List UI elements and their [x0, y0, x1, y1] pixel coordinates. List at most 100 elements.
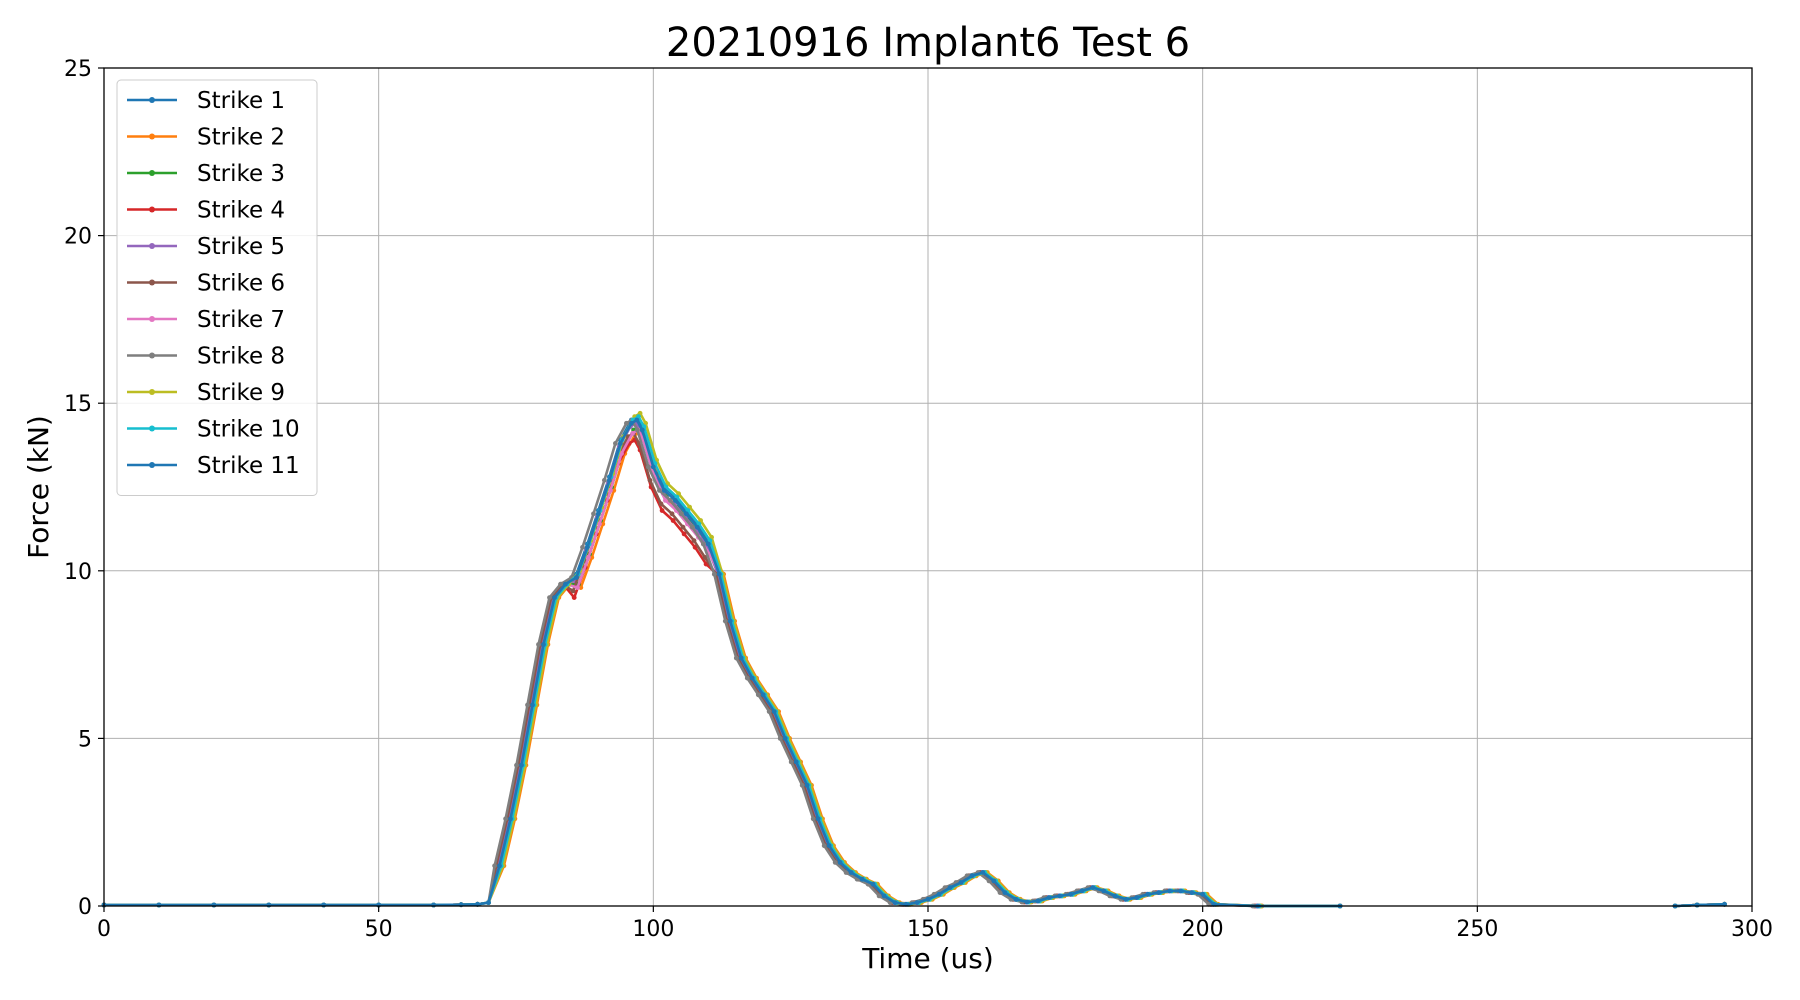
series-8 [101, 417, 1727, 909]
legend-marker [149, 243, 155, 249]
data-point [1057, 893, 1063, 899]
data-point [691, 538, 697, 543]
data-point [266, 902, 272, 908]
data-point [530, 702, 535, 708]
data-point [755, 692, 761, 698]
data-point [634, 417, 640, 423]
data-point [727, 618, 733, 624]
data-point [508, 816, 513, 822]
data-point [486, 900, 491, 905]
data-point [608, 488, 613, 493]
data-point [503, 816, 508, 822]
data-point [1079, 888, 1085, 894]
data-point [969, 873, 975, 879]
data-point [997, 890, 1003, 895]
data-point [211, 902, 217, 908]
data-point [793, 759, 799, 765]
x-tick-label: 100 [632, 917, 674, 942]
data-point [681, 531, 687, 537]
x-axis-label: Time (us) [861, 942, 994, 975]
data-point [1145, 891, 1151, 897]
series-line [104, 425, 1725, 908]
series-line [104, 415, 1725, 908]
data-point [881, 893, 887, 899]
y-tick-label: 5 [78, 727, 92, 752]
data-point [669, 511, 675, 517]
data-point [821, 843, 827, 849]
legend-marker [149, 170, 155, 176]
data-point [683, 511, 689, 517]
data-point [788, 759, 794, 765]
legend-item: Strike 5 [127, 234, 285, 260]
series-line [104, 438, 1725, 908]
legend-marker [149, 133, 155, 140]
data-point [837, 860, 843, 865]
data-point [668, 498, 673, 503]
data-point [991, 878, 997, 884]
data-point [1068, 891, 1074, 897]
data-point [563, 581, 568, 587]
chart-title: 20210916 Implant6 Test 6 [666, 20, 1190, 66]
data-point [738, 655, 744, 661]
data-point [1002, 890, 1008, 895]
data-point [1167, 888, 1173, 894]
legend-marker [149, 462, 155, 468]
data-point [661, 488, 667, 493]
data-point [689, 524, 695, 530]
series-line [104, 422, 1725, 908]
data-point [711, 571, 717, 577]
data-point [1123, 896, 1129, 902]
data-point [870, 881, 876, 887]
data-point [826, 843, 832, 849]
legend-marker [149, 206, 155, 213]
series-7 [101, 427, 1727, 909]
x-tick-labels: 0 50 100 150 200 250 300 [97, 906, 1773, 942]
data-point [611, 488, 617, 493]
series-lines [101, 410, 1727, 909]
y-tick-label: 10 [64, 560, 92, 585]
data-point [771, 709, 777, 714]
data-point [1178, 888, 1184, 894]
series-5 [101, 420, 1727, 909]
data-point [749, 675, 755, 681]
data-point [678, 511, 684, 517]
data-point [570, 588, 576, 594]
data-point [663, 498, 668, 503]
data-point [659, 508, 665, 513]
data-point [694, 524, 700, 530]
data-point [716, 571, 722, 577]
legend-label: Strike 4 [197, 198, 285, 224]
legend-item: Strike 6 [127, 271, 285, 297]
data-point [492, 863, 497, 869]
series-6 [101, 431, 1727, 909]
data-point [777, 736, 783, 741]
data-point [799, 782, 805, 788]
data-point [650, 464, 656, 470]
data-point [733, 655, 739, 661]
data-point [607, 477, 612, 483]
data-point [722, 618, 728, 624]
legend-label: Strike 3 [197, 161, 285, 187]
legend: Strike 1 Strike 2 Strike 3 Strike 4 Strike 5… [116, 79, 318, 496]
data-point [672, 498, 678, 503]
y-tick-label: 20 [64, 225, 92, 250]
data-point [647, 477, 653, 483]
data-point [585, 544, 590, 550]
data-point [589, 555, 595, 560]
legend-item: Strike 4 [127, 198, 285, 224]
series-line [104, 415, 1725, 908]
data-point [980, 870, 986, 875]
legend-label: Strike 7 [197, 307, 285, 333]
data-point [1024, 899, 1030, 905]
data-point [547, 595, 552, 600]
legend-marker [149, 352, 155, 359]
data-point [639, 427, 645, 433]
legend-label: Strike 1 [197, 88, 285, 114]
data-point [519, 762, 524, 768]
x-tick-label: 200 [1182, 917, 1224, 942]
series-9 [101, 410, 1727, 909]
data-point [658, 501, 664, 507]
data-point [635, 427, 640, 433]
legend-item: Strike 1 [127, 88, 285, 114]
data-point [947, 885, 953, 890]
